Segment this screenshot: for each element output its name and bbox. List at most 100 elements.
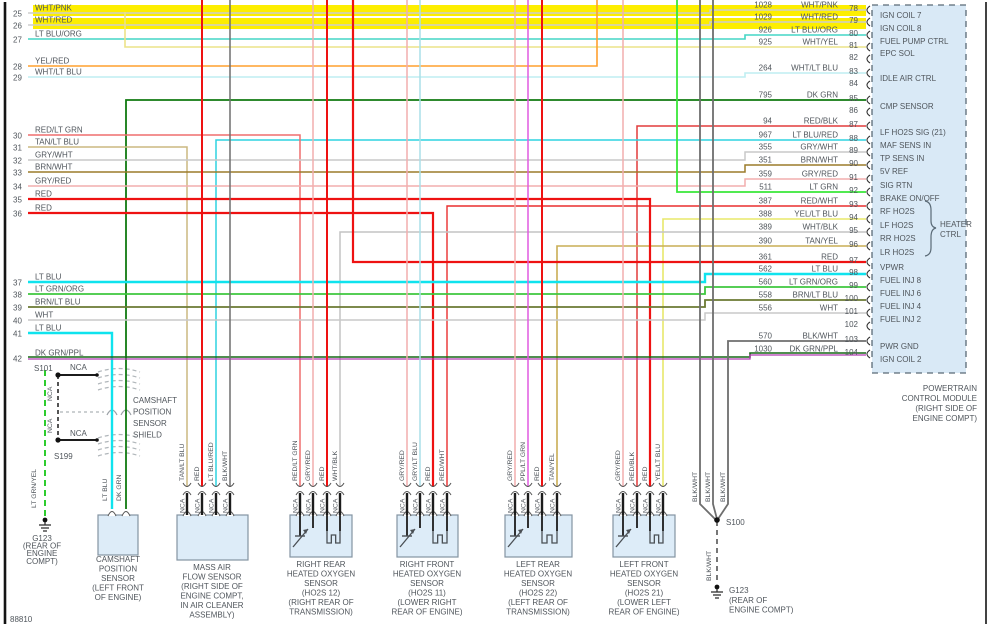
left-wire-color: YEL/RED — [35, 57, 69, 66]
inline-connector-icon — [510, 482, 520, 487]
wire-81-wht-yel — [124, 12, 866, 48]
splice-dot-icon — [714, 584, 720, 590]
pcm-wire-number: 570 — [759, 332, 773, 341]
ho2s12-label: RIGHT REAR — [296, 560, 345, 569]
maf-sensor-label: (RIGHT SIDE OF — [181, 582, 243, 591]
pcm-wire-color: GRY/RED — [802, 170, 839, 179]
pcm-wire-number: 388 — [759, 210, 773, 219]
wire-28-yel-red — [28, 0, 598, 67]
shield-coil-icon — [97, 379, 141, 385]
left-wire-color: RED — [35, 204, 52, 213]
pcm-wire-color: BLK/WHT — [802, 332, 838, 341]
g123-right-label: ENGINE COMPT) — [729, 606, 794, 615]
inline-connector-icon — [415, 491, 425, 496]
inline-connector-icon — [618, 491, 628, 496]
g123-right-label: (REAR OF — [729, 596, 767, 605]
shield-label: POSITION — [133, 408, 171, 417]
pcm-wire-number: 967 — [759, 131, 773, 140]
pcm-pin-connector-icon — [866, 214, 871, 224]
left-pin-number: 36 — [13, 210, 22, 219]
pcm-wire-color: DK GRN/PPL — [790, 345, 839, 354]
left-pin-number: 39 — [13, 304, 22, 313]
left-wire-color: LT GRN/ORG — [35, 285, 84, 294]
pcm-pin-number: 79 — [849, 16, 858, 25]
pcm-pin-number: 103 — [845, 335, 859, 344]
pcm-pin-number: 88 — [849, 134, 858, 143]
pcm-pin-number: 80 — [849, 29, 858, 38]
pcm-wire-color: BRN/LT BLU — [793, 291, 839, 300]
inline-connector-icon — [523, 491, 533, 496]
nca-label: NCA — [209, 498, 216, 513]
left-pin-number: 27 — [13, 36, 22, 45]
wire-97-red-vpwr — [351, 0, 866, 264]
wire-87-red-blk — [636, 125, 866, 487]
pcm-pin-connector-icon — [866, 147, 871, 157]
left-wire-color: DK GRN/PPL — [35, 349, 84, 358]
sensor-arrowhead-icon — [626, 529, 631, 534]
wire-39-brn-lt-blu — [28, 299, 866, 308]
maf-sensor-label: ENGINE COMPT, — [180, 592, 243, 601]
left-wire-color: RED/LT GRN — [35, 126, 83, 135]
inline-connector-icon — [402, 482, 412, 487]
pcm-pin-number: 81 — [849, 41, 858, 50]
pcm-pin-number: 82 — [849, 53, 858, 62]
vertical-wire-label: RED/LT GRN — [292, 440, 299, 481]
nca-label: NCA — [400, 498, 407, 513]
vertical-wire-label: RED — [642, 467, 649, 481]
inline-connector-icon — [552, 491, 562, 496]
shield-coil-icon — [97, 367, 141, 373]
vertical-wire-label: RED — [319, 467, 326, 481]
inline-connector-icon — [442, 491, 452, 496]
pcm-pin-connector-icon — [866, 68, 871, 78]
nca-label: NCA — [643, 498, 650, 513]
inline-connector-icon — [645, 482, 655, 487]
sensor-arrowhead-icon — [410, 529, 415, 534]
pcm-wire-color: LT BLU/ORG — [791, 26, 838, 35]
pcm-pin-connector-icon — [866, 321, 871, 331]
maf-sensor-label: ASSEMBLY) — [189, 611, 235, 620]
connector-bump-icon — [107, 511, 117, 517]
ho2s22-label: LEFT REAR — [516, 560, 560, 569]
vertical-wire-label: GRY/LT BLU — [412, 442, 419, 481]
pcm-pin-connector-icon — [866, 295, 871, 305]
nca-label: NCA — [630, 498, 637, 513]
inline-connector-icon — [335, 491, 345, 496]
left-pin-number: 41 — [13, 330, 22, 339]
inline-connector-icon — [415, 482, 425, 487]
pcm-pin-function: FUEL PUMP CTRL — [880, 37, 949, 46]
pcm-pin-function: LF HO2S SIG (21) — [880, 128, 946, 137]
ho2s22-label: HEATED OXYGEN — [504, 570, 573, 579]
pcm-pin-number: 78 — [849, 4, 858, 13]
inline-connector-icon — [442, 482, 452, 487]
nca-label: NCA — [508, 498, 515, 513]
left-wire-color: RED — [35, 190, 52, 199]
vertical-wire-label: BLK/WHT — [720, 472, 727, 502]
ho2s21-label: (LOWER LEFT — [617, 598, 671, 607]
ho2s21-label: SENSOR — [627, 579, 661, 588]
left-wire-color: BRN/WHT — [35, 163, 72, 172]
pcm-wire-number: 556 — [759, 304, 773, 313]
shield-coil-icon — [97, 451, 141, 457]
left-wire-color: BRN/LT BLU — [35, 298, 81, 307]
pcm-pin-connector-icon — [866, 174, 871, 184]
inline-connector-icon — [308, 491, 318, 496]
pcm-pin-connector-icon — [866, 54, 871, 64]
wire-94-yel-lt-blu — [662, 218, 866, 487]
left-wire-color: LT BLU — [35, 273, 62, 282]
wire-31-tan-lt-blu — [28, 146, 188, 487]
inline-connector-icon — [537, 491, 547, 496]
vertical-wire-label: NCA — [47, 386, 54, 401]
nca-label: NCA — [223, 498, 230, 513]
annotation-label: S101 — [34, 364, 53, 373]
pcm-pin-number: 96 — [849, 240, 858, 249]
inline-connector-icon — [402, 491, 412, 496]
heater-element-icon — [649, 531, 664, 544]
pcm-pin-number: 92 — [849, 186, 858, 195]
annotation-label: S100 — [726, 518, 745, 527]
inline-connector-icon — [510, 491, 520, 496]
inline-connector-icon — [211, 482, 221, 487]
pcm-label: ENGINE COMPT) — [913, 414, 978, 423]
g123-left-label: (REAR OF — [23, 542, 61, 551]
vertical-wire-label: BLK/WHT — [222, 451, 229, 481]
inline-connector-icon — [335, 482, 345, 487]
